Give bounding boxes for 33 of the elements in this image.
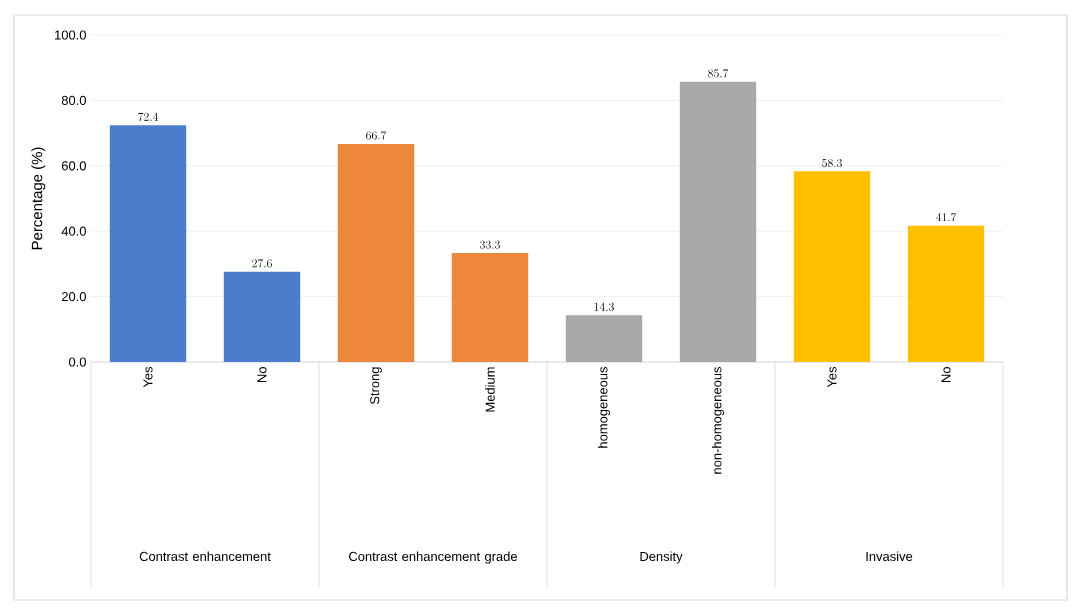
text: Invasive	[866, 551, 913, 562]
x-tick-label: No	[257, 367, 267, 383]
data-label: 33.3	[480, 240, 500, 249]
y-tick-label: 80.0	[61, 95, 86, 105]
y-tick-label: 20.0	[61, 292, 86, 302]
data-label: 66.7	[366, 131, 387, 140]
x-tick-label: non-homogeneous	[711, 367, 725, 474]
bar	[337, 143, 415, 362]
x-tick-label: homogeneous	[597, 367, 611, 448]
x-tick-label: Yes	[827, 366, 837, 388]
bar	[223, 271, 301, 362]
text: Contrast enhancement grade	[349, 551, 517, 564]
data-label: 85.7	[708, 69, 729, 78]
y-tick-label: 60.0	[61, 161, 86, 171]
data-label: 14.3	[594, 302, 614, 311]
y-tick-label: 40.0	[61, 226, 86, 236]
y-tick-label: 100.0	[55, 30, 86, 40]
text: Density	[640, 551, 683, 564]
x-tick-label: Medium	[485, 367, 495, 412]
y-axis-title: Percentage (%)	[31, 147, 46, 250]
x-tick-label: No	[941, 367, 951, 383]
y-tick-label: 0.0	[68, 357, 86, 367]
bar	[451, 253, 529, 362]
data-label: 27.6	[252, 259, 272, 268]
bar	[793, 171, 871, 362]
data-label: 58.3	[822, 158, 842, 168]
bar	[109, 125, 187, 362]
x-tick-label: Yes	[143, 366, 153, 388]
data-label: 72.4	[138, 112, 159, 121]
x-tick-label: Strong	[370, 367, 382, 405]
bar	[907, 225, 985, 362]
text: Contrast enhancement	[139, 551, 271, 562]
data-label: 41 .7	[935, 213, 957, 222]
